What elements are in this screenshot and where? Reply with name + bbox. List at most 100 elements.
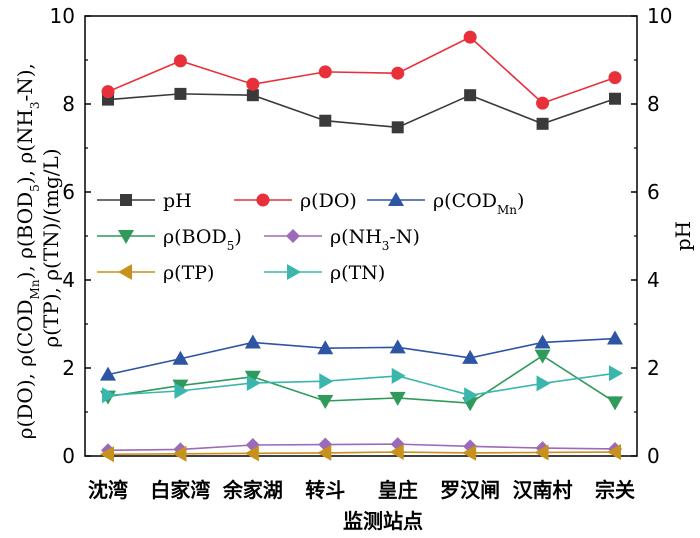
data-point bbox=[174, 87, 187, 100]
data-point bbox=[607, 396, 623, 411]
series-line bbox=[107, 354, 616, 405]
y2-tick-label: 4 bbox=[647, 268, 660, 292]
x-tick-label: 皇庄 bbox=[378, 478, 418, 502]
data-point bbox=[173, 54, 187, 68]
y-tick-label: 4 bbox=[62, 268, 75, 292]
data-point bbox=[609, 92, 621, 105]
legend-label: pH bbox=[163, 190, 192, 212]
series-line bbox=[107, 337, 616, 376]
x-tick-label: 白家湾 bbox=[150, 478, 210, 502]
x-tick-label: 余家湖 bbox=[222, 478, 283, 502]
y-tick-label: 8 bbox=[62, 92, 75, 116]
series-0 bbox=[102, 87, 621, 134]
y2-tick-label: 6 bbox=[647, 180, 660, 204]
data-point bbox=[102, 387, 116, 404]
legend-item: ρ(TP) bbox=[97, 262, 214, 284]
legend-marker bbox=[388, 192, 404, 206]
series-2 bbox=[100, 330, 623, 381]
data-point bbox=[534, 444, 549, 461]
data-point bbox=[608, 71, 622, 85]
data-point bbox=[244, 334, 261, 349]
series-layer bbox=[100, 30, 623, 463]
data-point bbox=[318, 65, 332, 79]
legend-marker bbox=[118, 264, 132, 280]
x-tick-label: 沈湾 bbox=[88, 478, 128, 502]
legend-item: ρ(TN) bbox=[264, 262, 385, 284]
legend-item: ρ(CODMn) bbox=[367, 190, 524, 217]
x-tick-label: 汉南村 bbox=[513, 478, 573, 502]
legend-label: ρ(BOD5) bbox=[163, 226, 242, 253]
series-line bbox=[107, 451, 616, 456]
y2-tick-label: 2 bbox=[647, 356, 660, 380]
data-point bbox=[244, 445, 259, 462]
x-tick-label: 罗汉闸 bbox=[440, 478, 500, 502]
data-point bbox=[536, 375, 551, 392]
data-point bbox=[319, 114, 332, 127]
data-point bbox=[317, 444, 332, 461]
data-point bbox=[244, 370, 261, 385]
y-tick-label: 2 bbox=[62, 356, 75, 380]
y-tick-label: 0 bbox=[62, 444, 75, 468]
series-line bbox=[107, 93, 616, 129]
legend-item: ρ(BOD5) bbox=[97, 226, 242, 253]
series-line bbox=[107, 36, 616, 105]
y2-axis-title: pH bbox=[671, 221, 695, 251]
series-1 bbox=[101, 30, 622, 110]
x-axis-title: 监测站点 bbox=[343, 509, 423, 533]
data-point bbox=[389, 444, 404, 461]
legend-label: ρ(CODMn) bbox=[433, 190, 524, 217]
x-axis: 沈湾 白家湾 余家湖 转斗 皇庄 罗汉闸 汉南村 宗关 bbox=[88, 450, 635, 502]
data-point bbox=[319, 373, 334, 390]
legend-marker bbox=[118, 230, 134, 244]
legend: pH ρ(DO) ρ(CODMn) ρ(BOD5) ρ(NH3-N) ρ(TP) ρ(TN) bbox=[97, 190, 524, 284]
data-point bbox=[389, 339, 406, 354]
y-axis-title: ρ(DO), ρ(CODMn), ρ(BOD5), ρ(NH3-N), ρ(TP… bbox=[13, 57, 63, 440]
data-point bbox=[317, 340, 334, 355]
y2-tick-label: 8 bbox=[647, 92, 660, 116]
data-point bbox=[391, 367, 406, 384]
legend-label: ρ(NH3-N) bbox=[330, 226, 420, 253]
right-axis: 0 2 4 6 8 10 bbox=[631, 4, 672, 468]
y-tick-label: 10 bbox=[50, 4, 75, 28]
series-line bbox=[107, 372, 616, 397]
legend-label: ρ(DO) bbox=[300, 190, 357, 212]
legend-marker bbox=[287, 264, 301, 280]
legend-label: ρ(TP) bbox=[163, 262, 214, 284]
data-point bbox=[100, 446, 114, 463]
data-point bbox=[246, 89, 259, 102]
data-point bbox=[317, 395, 334, 409]
data-point bbox=[391, 121, 404, 134]
legend-marker bbox=[286, 229, 300, 243]
data-point bbox=[101, 85, 115, 99]
series-line bbox=[107, 443, 616, 452]
data-point bbox=[607, 444, 621, 461]
data-point bbox=[462, 349, 479, 364]
data-point bbox=[391, 66, 405, 80]
data-point bbox=[536, 117, 549, 130]
y2-tick-label: 10 bbox=[647, 4, 672, 28]
left-axis: 0 2 4 6 8 10 bbox=[50, 4, 91, 468]
legend-label: ρ(TN) bbox=[330, 262, 385, 284]
data-point bbox=[534, 349, 551, 364]
legend-item: ρ(DO) bbox=[234, 190, 357, 212]
data-point bbox=[464, 89, 477, 102]
data-point bbox=[389, 391, 406, 406]
legend-marker bbox=[256, 193, 270, 207]
series-6 bbox=[102, 365, 623, 404]
data-point bbox=[607, 330, 623, 345]
x-tick-label: 宗关 bbox=[595, 478, 635, 502]
data-point bbox=[174, 382, 189, 399]
y-tick-label: 6 bbox=[62, 180, 75, 204]
data-point bbox=[172, 445, 187, 462]
data-point bbox=[536, 96, 550, 110]
data-point bbox=[100, 366, 116, 381]
data-point bbox=[462, 444, 477, 461]
x-tick-label: 转斗 bbox=[305, 478, 345, 502]
data-point bbox=[534, 334, 551, 349]
legend-item: pH bbox=[97, 190, 192, 212]
series-5 bbox=[100, 444, 621, 463]
data-point bbox=[172, 350, 189, 365]
data-point bbox=[464, 387, 479, 404]
y2-tick-label: 0 bbox=[647, 444, 660, 468]
legend-item: ρ(NH3-N) bbox=[264, 226, 420, 253]
